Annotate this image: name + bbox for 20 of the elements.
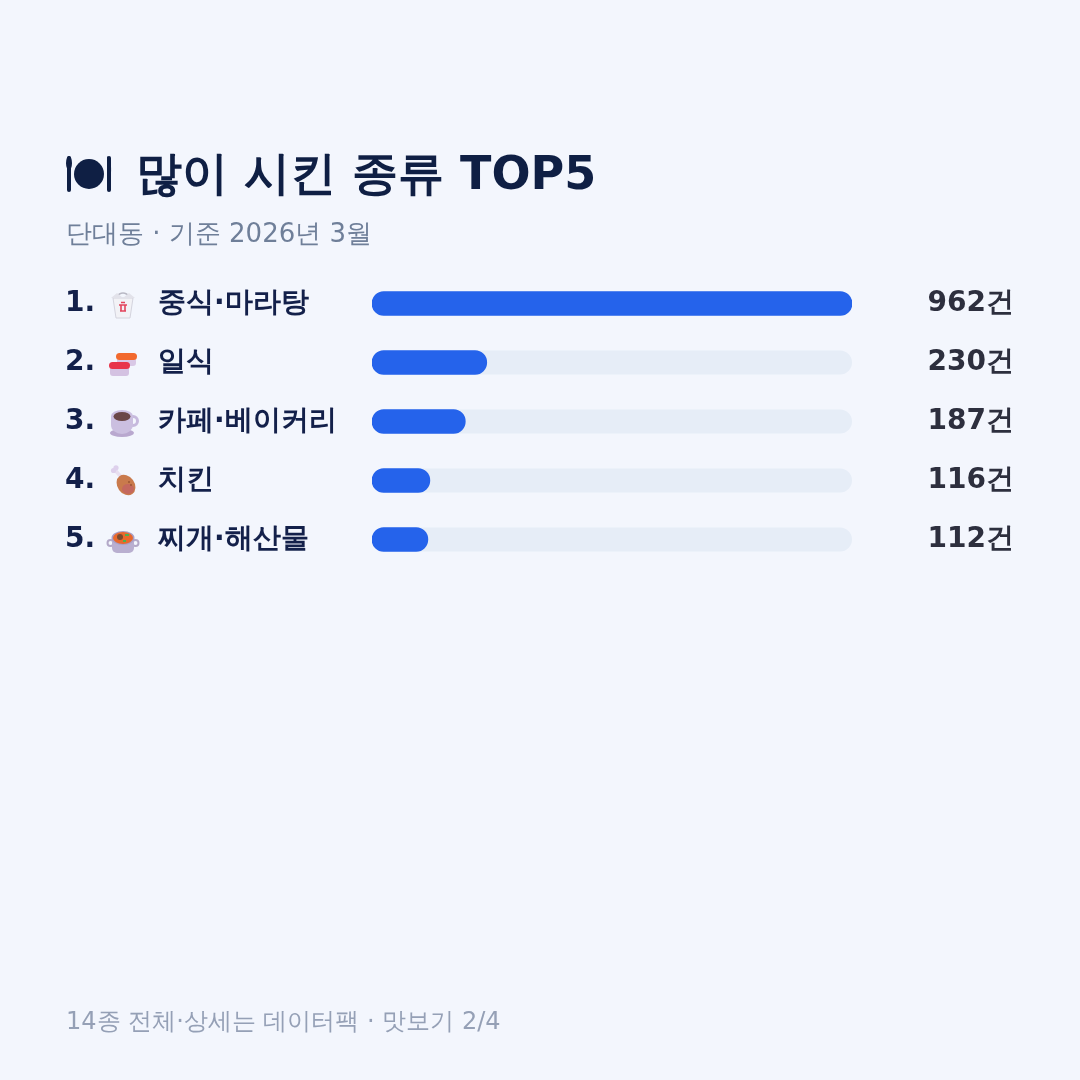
y-tick-label: 치킨 <box>158 461 214 495</box>
text: 14종 전체·상세는 데이터팩 · 맛보기 2/4 <box>66 1006 501 1037</box>
y-tick-label: 찌개·해산물 <box>157 520 309 554</box>
chart-title: 많이 시킨 종류 TOP5 <box>136 145 597 202</box>
chart-subtitle: 단대동 · 기준 2026년 3월 <box>66 217 373 250</box>
text: 1. <box>65 284 96 318</box>
y-tick-label: 카페·베이커리 <box>158 402 337 436</box>
data-label: 187건 <box>927 402 1014 436</box>
y-tick-label: 일식 <box>158 343 214 377</box>
bar <box>372 409 466 434</box>
data-label: 112건 <box>927 520 1014 554</box>
bar <box>372 350 488 375</box>
y-tick-label: 중식·마라탕 <box>158 284 309 318</box>
data-label: 116건 <box>927 461 1014 495</box>
data-label: 962건 <box>927 284 1014 318</box>
text: 3. <box>65 402 96 436</box>
text: 5. <box>65 520 96 554</box>
text: 2. <box>65 343 96 377</box>
text: 4. <box>65 461 96 495</box>
data-label: 230건 <box>927 343 1014 377</box>
